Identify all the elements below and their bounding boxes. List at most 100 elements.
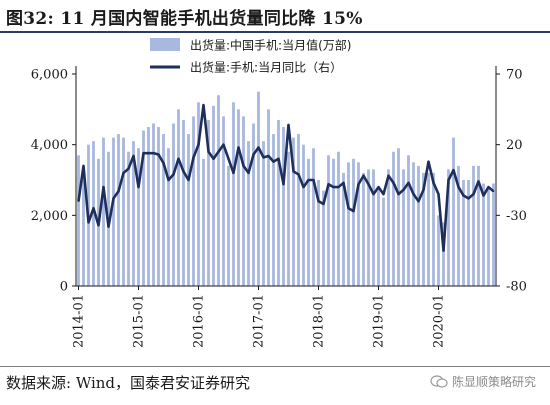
- x-tick-label: 2019-01: [372, 294, 387, 348]
- bar-month-10: [122, 137, 125, 286]
- yoy-point-39: [267, 155, 270, 157]
- x-tick-label: 2018-01: [312, 294, 327, 348]
- yoy-point-67: [407, 182, 410, 184]
- bar-month-60: [372, 169, 375, 286]
- yoy-point-60: [372, 193, 375, 195]
- yoy-point-14: [142, 152, 145, 154]
- bar-month-40: [272, 134, 275, 286]
- y-right-tick-label: -30: [506, 209, 527, 224]
- yoy-point-18: [162, 162, 165, 164]
- bar-month-15: [147, 127, 150, 286]
- yoy-point-71: [427, 160, 430, 163]
- bar-month-13: [137, 148, 140, 286]
- bar-month-43: [287, 151, 290, 286]
- yoy-point-41: [277, 158, 280, 160]
- yoy-point-61: [377, 186, 380, 188]
- yoy-point-47: [307, 179, 310, 181]
- bar-month-57: [357, 162, 360, 286]
- bar-month-35: [247, 141, 250, 286]
- y-right-tick-label: 70: [506, 68, 523, 83]
- yoy-point-8: [112, 197, 115, 200]
- bar-month-30: [222, 116, 225, 287]
- yoy-point-75: [447, 179, 450, 181]
- bar-series-layer: [77, 91, 495, 287]
- bar-month-78: [462, 180, 465, 286]
- bar-month-51: [327, 155, 330, 286]
- yoy-point-20: [172, 173, 175, 176]
- yoy-point-69: [417, 200, 420, 202]
- bar-month-1: [77, 155, 80, 286]
- bar-month-38: [262, 141, 265, 286]
- bar-month-4: [92, 141, 95, 286]
- x-tick-label: 2015-01: [132, 294, 147, 348]
- bar-month-29: [217, 95, 220, 286]
- bar-month-33: [237, 109, 240, 286]
- yoy-point-16: [152, 152, 155, 154]
- bar-month-75: [447, 169, 450, 286]
- bar-month-46: [302, 144, 305, 286]
- yoy-point-79: [467, 197, 470, 200]
- yoy-point-21: [177, 158, 180, 160]
- yoy-point-12: [132, 155, 135, 157]
- yoy-point-59: [367, 183, 370, 186]
- yoy-point-7: [107, 225, 110, 228]
- yoy-point-4: [92, 207, 95, 210]
- yoy-point-44: [292, 170, 295, 173]
- yoy-point-37: [257, 146, 260, 149]
- axes-layer: 0 2,000 4,000 6,000 -80 -30 20 70 2014-01 2015-01…: [31, 66, 527, 348]
- bar-month-2: [82, 169, 85, 286]
- yoy-point-53: [337, 186, 340, 188]
- yoy-point-55: [347, 207, 350, 210]
- bar-month-9: [117, 134, 120, 286]
- yoy-point-49: [317, 200, 320, 202]
- yoy-point-62: [382, 193, 385, 195]
- yoy-point-70: [422, 189, 425, 191]
- yoy-point-32: [232, 172, 235, 174]
- yoy-point-51: [327, 183, 330, 186]
- bar-month-69: [417, 165, 420, 286]
- watermark: 陈显顺策略研究: [430, 373, 536, 390]
- bar-month-11: [127, 151, 130, 286]
- source-rule: [0, 366, 550, 367]
- yoy-point-63: [387, 174, 390, 177]
- bar-month-83: [487, 187, 490, 286]
- bar-month-59: [367, 169, 370, 286]
- bar-month-41: [277, 119, 280, 287]
- bar-month-48: [312, 148, 315, 286]
- bar-month-34: [242, 116, 245, 287]
- yoy-point-48: [312, 179, 315, 181]
- yoy-point-54: [342, 182, 345, 184]
- yoy-point-27: [207, 150, 210, 153]
- yoy-line: [77, 103, 495, 252]
- yoy-point-81: [477, 180, 480, 183]
- yoy-point-73: [437, 193, 440, 195]
- bar-month-55: [347, 162, 350, 286]
- legend-label-line: 出货量:手机:当月同比（右）: [190, 60, 342, 75]
- bar-month-50: [322, 190, 325, 286]
- x-tick-label: 2020-01: [432, 294, 447, 348]
- bar-month-82: [482, 183, 485, 286]
- legend-swatch-bar: [150, 38, 180, 51]
- yoy-point-25: [197, 143, 200, 146]
- yoy-point-76: [452, 169, 455, 171]
- bar-month-42: [282, 127, 285, 286]
- yoy-point-58: [362, 174, 365, 177]
- y-left-tick-label: 4,000: [31, 138, 68, 153]
- yoy-point-52: [332, 186, 335, 188]
- bar-month-45: [297, 134, 300, 286]
- bar-month-31: [227, 165, 230, 286]
- yoy-point-38: [262, 156, 265, 159]
- yoy-point-45: [297, 173, 300, 176]
- yoy-point-6: [102, 186, 105, 188]
- y-right-tick-label: -80: [506, 280, 527, 295]
- line-series-layer: [77, 103, 495, 252]
- yoy-point-72: [432, 182, 435, 184]
- bar-month-12: [132, 141, 135, 286]
- bar-month-73: [437, 215, 440, 286]
- bar-month-62: [382, 197, 385, 286]
- yoy-point-26: [202, 104, 205, 106]
- bar-month-25: [197, 102, 200, 287]
- legend: 出货量:中国手机:当月值(万部) 出货量:手机:当月同比（右）: [150, 38, 351, 75]
